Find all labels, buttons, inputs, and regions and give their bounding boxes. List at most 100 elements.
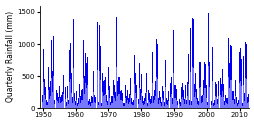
Bar [76, 103, 77, 108]
Bar [141, 88, 142, 108]
Bar [67, 86, 68, 108]
Bar [51, 78, 52, 108]
Bar [47, 106, 48, 108]
Bar [163, 102, 164, 108]
Bar [102, 73, 103, 108]
Bar [60, 103, 61, 108]
Bar [60, 97, 61, 108]
Bar [244, 42, 245, 108]
Bar [143, 101, 144, 108]
Bar [71, 73, 72, 108]
Bar [224, 95, 225, 108]
Bar [204, 64, 205, 108]
Bar [243, 101, 244, 108]
Bar [115, 92, 116, 108]
Bar [174, 85, 175, 108]
Bar [225, 98, 226, 108]
Bar [51, 40, 52, 108]
Bar [199, 87, 200, 108]
Bar [192, 67, 193, 108]
Bar [80, 96, 81, 108]
Bar [193, 84, 194, 108]
Bar [225, 103, 226, 108]
Bar [223, 88, 224, 108]
Bar [78, 104, 79, 108]
Bar [207, 66, 208, 108]
Bar [188, 105, 189, 108]
Bar [116, 67, 117, 108]
Bar [220, 84, 221, 108]
Bar [145, 92, 146, 108]
Bar [152, 96, 153, 108]
Bar [242, 56, 243, 108]
Bar [241, 95, 242, 108]
Bar [94, 103, 95, 108]
Bar [148, 93, 149, 108]
Bar [170, 77, 171, 108]
Bar [229, 80, 230, 108]
Bar [162, 91, 163, 108]
Bar [70, 43, 71, 108]
Bar [173, 102, 174, 108]
Bar [178, 96, 179, 108]
Bar [88, 105, 89, 108]
Bar [109, 96, 110, 108]
Bar [99, 46, 100, 108]
Bar [131, 105, 132, 108]
Bar [178, 103, 179, 108]
Bar [117, 94, 118, 108]
Bar [110, 102, 111, 108]
Bar [201, 95, 202, 108]
Bar [203, 88, 204, 108]
Bar [227, 38, 228, 108]
Bar [180, 87, 181, 108]
Bar [140, 93, 141, 108]
Bar [93, 92, 94, 108]
Bar [239, 48, 240, 108]
Bar [102, 92, 103, 108]
Bar [115, 101, 116, 108]
Bar [222, 97, 223, 108]
Bar [44, 79, 45, 108]
Bar [226, 104, 227, 108]
Bar [123, 101, 124, 108]
Bar [61, 102, 62, 108]
Bar [124, 103, 125, 108]
Bar [209, 98, 210, 108]
Bar [124, 106, 125, 108]
Bar [103, 80, 104, 108]
Bar [215, 97, 216, 108]
Bar [228, 88, 229, 108]
Bar [73, 97, 74, 108]
Bar [126, 90, 127, 108]
Bar [184, 98, 185, 108]
Bar [111, 96, 112, 108]
Bar [246, 103, 247, 108]
Bar [122, 103, 123, 108]
Bar [95, 89, 96, 108]
Bar [201, 103, 202, 108]
Bar [226, 98, 227, 108]
Bar [175, 89, 176, 108]
Bar [116, 17, 117, 108]
Bar [217, 96, 218, 108]
Bar [95, 100, 96, 108]
Bar [213, 105, 214, 108]
Bar [55, 97, 56, 108]
Bar [120, 91, 121, 108]
Bar [200, 98, 201, 108]
Bar [86, 87, 87, 108]
Bar [243, 93, 244, 108]
Bar [154, 96, 155, 108]
Bar [160, 103, 161, 108]
Bar [53, 76, 54, 108]
Bar [212, 106, 213, 108]
Bar [144, 101, 145, 108]
Bar [97, 70, 98, 108]
Bar [50, 106, 51, 108]
Bar [240, 86, 241, 108]
Bar [198, 62, 199, 108]
Bar [63, 93, 64, 108]
Bar [44, 95, 45, 108]
Bar [117, 77, 118, 108]
